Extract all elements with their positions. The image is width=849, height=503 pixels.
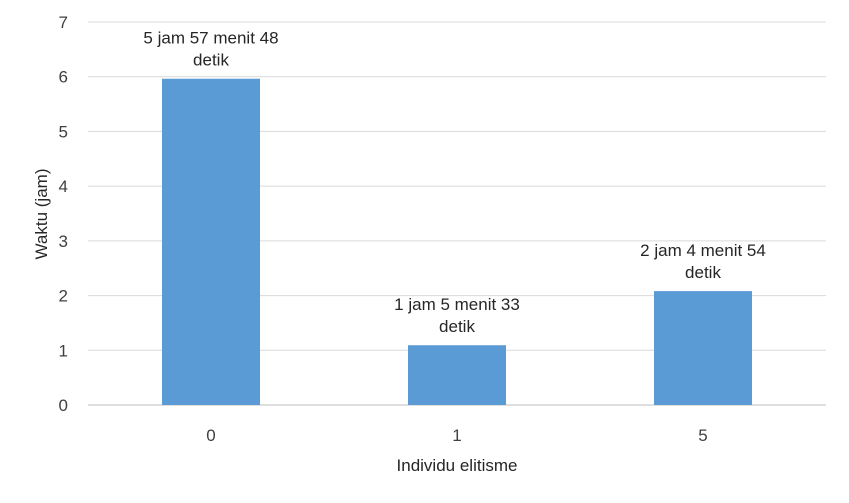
data-label-line: 1 jam 5 menit 33 (394, 295, 520, 314)
x-axis-title: Individu elitisme (397, 456, 518, 475)
data-label: 1 jam 5 menit 33 detik (394, 295, 520, 336)
data-label-line: detik (439, 317, 475, 336)
bars (162, 78, 752, 406)
y-tick-label: 1 (59, 341, 68, 360)
data-label: 5 jam 57 menit 48 detik (143, 29, 278, 70)
data-labels: 5 jam 57 menit 48 detik 1 jam 5 menit 33 de… (143, 29, 765, 336)
data-label-line: 2 jam 4 menit 54 (640, 241, 766, 260)
data-label-line: detik (193, 51, 229, 70)
bar-0 (162, 78, 260, 406)
y-tick-label: 6 (59, 68, 68, 87)
x-category-label: 5 (698, 426, 707, 445)
bar-1 (408, 345, 506, 405)
y-tick-label: 3 (59, 232, 68, 251)
x-axis-categories: 0 1 5 (206, 426, 707, 445)
y-tick-label: 7 (59, 13, 68, 32)
y-axis-ticks: 0 1 2 3 4 5 6 7 (59, 13, 68, 415)
y-tick-label: 5 (59, 122, 68, 141)
y-tick-label: 2 (59, 287, 68, 306)
y-tick-label: 4 (59, 177, 68, 196)
bar-5 (654, 291, 752, 405)
y-tick-label: 0 (59, 396, 68, 415)
data-label: 2 jam 4 menit 54 detik (640, 241, 766, 282)
data-label-line: 5 jam 57 menit 48 (143, 29, 278, 48)
data-label-line: detik (685, 263, 721, 282)
x-category-label: 0 (206, 426, 215, 445)
x-category-label: 1 (452, 426, 461, 445)
y-axis-title: Waktu (jam) (32, 169, 51, 260)
